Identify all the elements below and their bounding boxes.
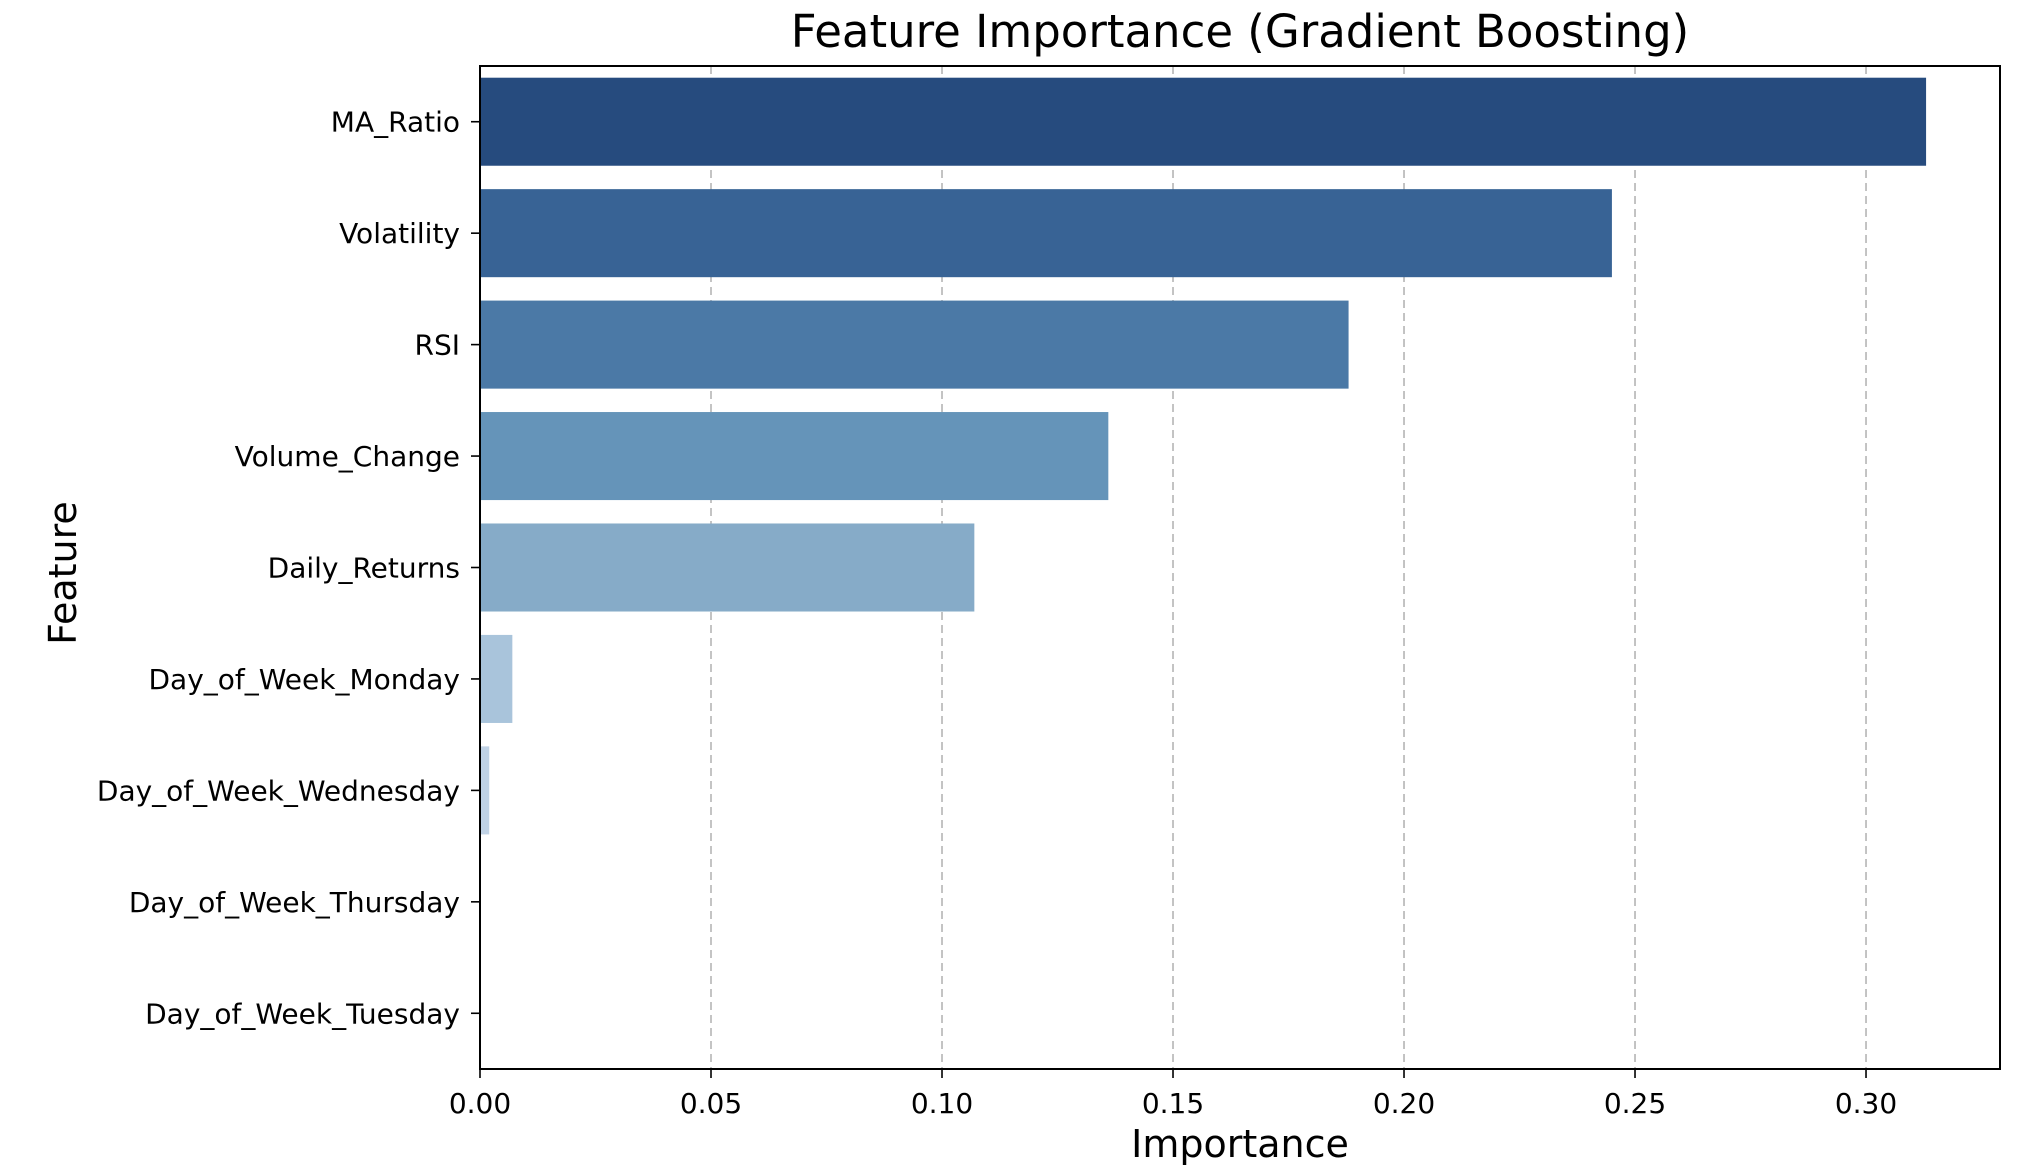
- y-axis-ticks: MA_Ratio Volatility RSI Volume_Change Daily_…: [97, 106, 480, 1030]
- x-axis-label: Importance: [1131, 1122, 1349, 1166]
- bar-daily-returns: [480, 523, 975, 612]
- bar-ma-ratio: [480, 77, 1927, 166]
- y-tick-label: Day_of_Week_Monday: [148, 663, 460, 696]
- bar-day-of-week-wednesday: [480, 746, 490, 835]
- bar-volume-change: [480, 412, 1109, 501]
- y-tick-label: MA_Ratio: [331, 106, 460, 139]
- x-tick-label: 0.15: [1142, 1087, 1204, 1120]
- x-tick-label: 0.20: [1373, 1087, 1435, 1120]
- x-tick-label: 0.00: [449, 1087, 511, 1120]
- y-tick-label: Day_of_Week_Thursday: [129, 886, 460, 919]
- y-axis-label: Feature: [41, 501, 85, 645]
- y-tick-label: RSI: [415, 329, 461, 362]
- x-tick-label: 0.30: [1835, 1087, 1897, 1120]
- bar-rsi: [480, 300, 1349, 389]
- bars: [480, 77, 1927, 835]
- y-tick-label: Day_of_Week_Wednesday: [97, 774, 460, 807]
- x-tick-label: 0.25: [1604, 1087, 1666, 1120]
- x-tick-label: 0.05: [680, 1087, 742, 1120]
- bar-day-of-week-monday: [480, 634, 513, 723]
- y-tick-label: Volume_Change: [235, 440, 460, 473]
- y-tick-label: Day_of_Week_Tuesday: [145, 997, 460, 1030]
- bar-volatility: [480, 189, 1612, 278]
- y-tick-label: Volatility: [339, 217, 460, 250]
- x-tick-label: 0.10: [911, 1087, 973, 1120]
- x-axis-ticks: 0.00 0.05 0.10 0.15 0.20 0.25 0.30: [449, 1069, 1897, 1120]
- y-tick-label: Daily_Returns: [268, 552, 460, 585]
- chart-title: Feature Importance (Gradient Boosting): [791, 5, 1689, 58]
